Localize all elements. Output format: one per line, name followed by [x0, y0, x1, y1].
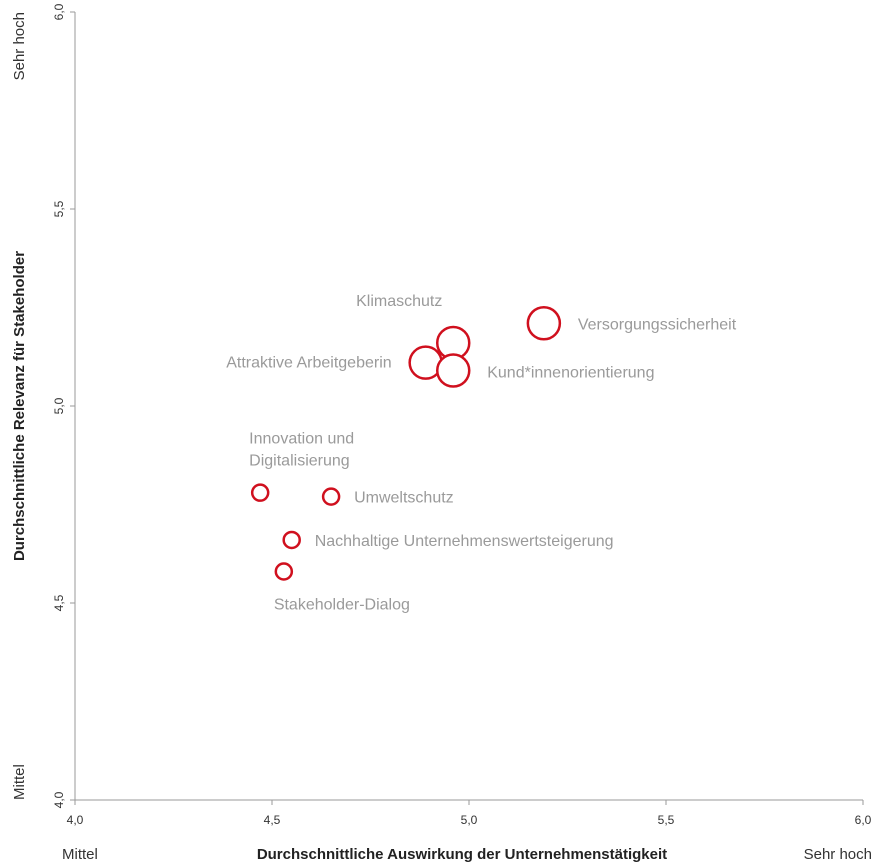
data-point-label: Nachhaltige Unternehmenswertsteigerung	[315, 533, 614, 550]
y-axis-high-label: Sehr hoch	[11, 12, 28, 80]
data-points	[250, 306, 562, 581]
data-labels: Versorgungssicherheit Klimaschutz Attrakti…	[226, 293, 736, 614]
data-point-marker	[250, 483, 270, 502]
x-axis-low-label: Mittel	[62, 846, 98, 863]
y-tick-label: 4,0	[52, 791, 66, 808]
data-point-label-line: Innovation und	[249, 431, 354, 448]
data-point-marker	[274, 562, 294, 581]
x-axis-title: Durchschnittliche Auswirkung der Unterne…	[257, 846, 667, 863]
y-tick-label: 5,5	[52, 200, 66, 217]
tick-marks	[70, 11, 864, 805]
data-point-label: Innovation und Digitalisierung	[249, 431, 354, 470]
tick-labels: 4,0 4,5 5,0 5,5 6,0 4,0 4,5 5,0 5,5 6,0	[52, 3, 872, 827]
data-point-marker	[435, 353, 471, 388]
y-tick-label: 5,0	[52, 397, 66, 414]
y-axis-title: Durchschnittliche Relevanz für Stakehold…	[11, 251, 28, 561]
data-point-label: Versorgungssicherheit	[578, 316, 737, 333]
data-point-marker	[282, 530, 301, 550]
y-tick-label: 6,0	[52, 3, 66, 20]
data-point-label-line: Digitalisierung	[249, 453, 350, 470]
y-axis-low-label: Mittel	[11, 764, 28, 800]
y-tick-label: 4,5	[52, 594, 66, 611]
data-point-label: Klimaschutz	[356, 293, 442, 310]
data-point-label: Attraktive Arbeitgeberin	[226, 355, 391, 372]
data-point-label: Kund*innenorientierung	[487, 365, 654, 382]
x-tick-label: 4,5	[264, 813, 281, 827]
data-point-marker	[526, 306, 562, 341]
data-point-label: Umweltschutz	[354, 490, 454, 507]
axes	[74, 12, 863, 801]
x-tick-label: 4,0	[67, 813, 84, 827]
x-tick-label: 5,0	[461, 813, 478, 827]
data-point-marker	[321, 487, 341, 506]
x-axis-high-label: Sehr hoch	[804, 846, 872, 863]
data-point-label: Stakeholder-Dialog	[274, 596, 410, 613]
x-tick-label: 6,0	[855, 813, 872, 827]
x-tick-label: 5,5	[658, 813, 675, 827]
